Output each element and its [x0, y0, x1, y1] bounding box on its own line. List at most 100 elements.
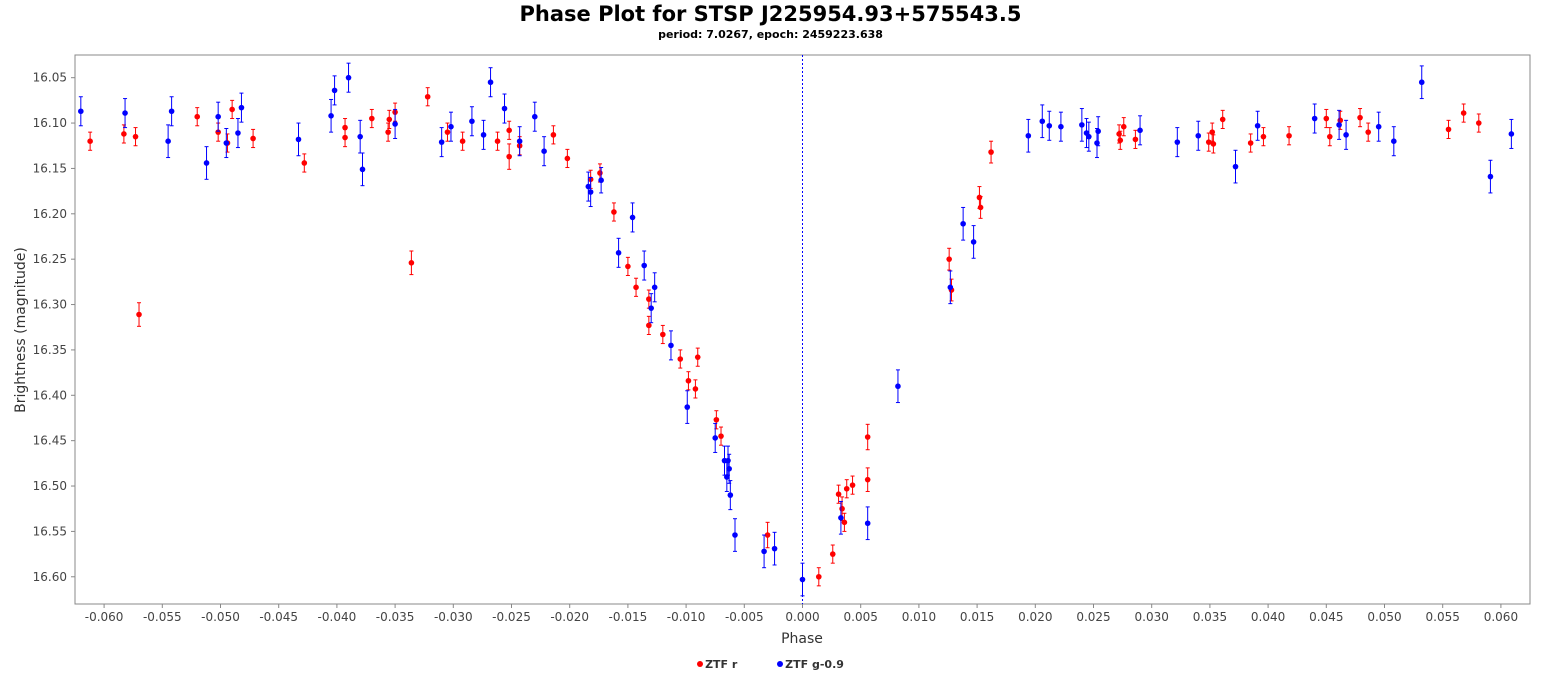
legend-item-ztf-r: ZTF r	[697, 658, 737, 671]
x-tick-label: 0.055	[1426, 610, 1460, 624]
x-tick-label: -0.020	[550, 610, 589, 624]
data-point	[841, 519, 848, 526]
data-point	[1247, 140, 1254, 146]
y-tick-label: 16.35	[33, 343, 67, 357]
data-point	[694, 354, 701, 360]
data-point	[1391, 138, 1397, 145]
data-point	[1174, 139, 1181, 145]
x-tick-label: 0.020	[1018, 610, 1052, 624]
data-point	[215, 113, 221, 120]
data-point	[564, 155, 571, 162]
x-tick-label: -0.055	[143, 610, 182, 624]
data-point	[641, 262, 647, 269]
data-point	[541, 148, 547, 154]
data-point	[648, 305, 654, 311]
data-point	[1375, 123, 1382, 130]
data-point	[301, 160, 308, 166]
data-point	[651, 284, 658, 291]
data-point	[615, 250, 622, 256]
data-point	[369, 115, 375, 122]
data-point	[203, 160, 210, 166]
data-point	[668, 342, 674, 349]
y-axis-ticks: 16.05 16.10 16.15 16.20 16.25 16.30 16.35 16.40…	[33, 71, 75, 584]
x-axis-ticks: -0.060 -0.055 -0.050 -0.045 -0.040 -0.035 -0.0…	[85, 604, 1518, 624]
data-point	[625, 263, 631, 270]
x-tick-label: -0.050	[201, 610, 240, 624]
data-point	[732, 532, 738, 538]
y-tick-label: 16.20	[33, 207, 67, 221]
data-point	[501, 105, 508, 112]
data-point	[1195, 132, 1202, 139]
data-point	[1025, 132, 1032, 139]
data-point	[1086, 133, 1092, 140]
data-point	[976, 194, 983, 201]
data-point	[838, 514, 844, 521]
data-point	[1286, 132, 1292, 139]
data-point	[1343, 132, 1349, 138]
data-point	[1079, 122, 1085, 128]
x-tick-label: -0.010	[667, 610, 706, 624]
data-point	[1117, 137, 1124, 144]
data-point	[598, 177, 604, 184]
x-tick-label: -0.025	[492, 610, 531, 624]
data-point	[448, 123, 454, 130]
data-point	[684, 404, 691, 410]
data-point	[235, 130, 241, 136]
data-point	[692, 386, 699, 392]
data-point	[1365, 129, 1372, 135]
data-point	[1326, 133, 1333, 140]
y-tick-label: 16.15	[33, 161, 67, 175]
data-point	[660, 331, 666, 338]
x-tick-label: 0.030	[1135, 610, 1169, 624]
data-point	[359, 166, 366, 173]
data-point	[864, 434, 871, 440]
data-point	[597, 170, 603, 176]
data-point	[165, 138, 171, 145]
data-point	[1323, 115, 1330, 122]
data-point	[849, 482, 856, 488]
legend-marker-red	[697, 661, 704, 667]
data-point	[835, 491, 842, 498]
x-tick-label: 0.040	[1251, 610, 1285, 624]
data-point	[712, 435, 718, 441]
data-point	[1095, 128, 1101, 135]
data-point	[646, 296, 652, 302]
data-point	[1445, 126, 1452, 133]
data-point	[516, 138, 523, 145]
data-point	[1418, 79, 1425, 86]
y-tick-label: 16.40	[33, 388, 67, 402]
data-point	[531, 113, 538, 120]
data-point	[121, 131, 127, 137]
y-tick-label: 16.50	[33, 479, 67, 493]
x-tick-label: -0.005	[725, 610, 764, 624]
legend: ZTF r ZTF g-0.9	[0, 658, 1541, 671]
data-point	[895, 383, 901, 390]
x-tick-label: -0.040	[318, 610, 357, 624]
data-point	[1137, 127, 1143, 134]
chart-title: Phase Plot for STSP J225954.93+575543.5	[519, 2, 1022, 26]
y-tick-label: 16.25	[33, 252, 67, 266]
x-tick-label: 0.010	[902, 610, 936, 624]
x-tick-label: 0.035	[1193, 610, 1227, 624]
data-point	[1116, 131, 1122, 137]
data-point	[1336, 122, 1342, 128]
data-point	[1039, 118, 1046, 125]
data-point	[864, 520, 871, 527]
data-point	[250, 135, 256, 142]
data-point	[864, 476, 871, 483]
data-point	[677, 356, 684, 362]
data-point	[550, 132, 557, 138]
data-point	[725, 457, 731, 464]
data-point	[238, 104, 245, 111]
x-tick-label: 0.025	[1076, 610, 1110, 624]
data-point	[392, 121, 398, 127]
x-tick-label: -0.045	[259, 610, 298, 624]
data-point	[977, 204, 984, 211]
data-point	[122, 110, 128, 116]
y-axis-label: Brightness (magnitude)	[13, 247, 29, 413]
data-point	[1460, 110, 1467, 116]
data-point	[1487, 173, 1494, 180]
data-point	[799, 576, 806, 583]
data-point	[1508, 131, 1515, 137]
data-point	[506, 127, 512, 134]
